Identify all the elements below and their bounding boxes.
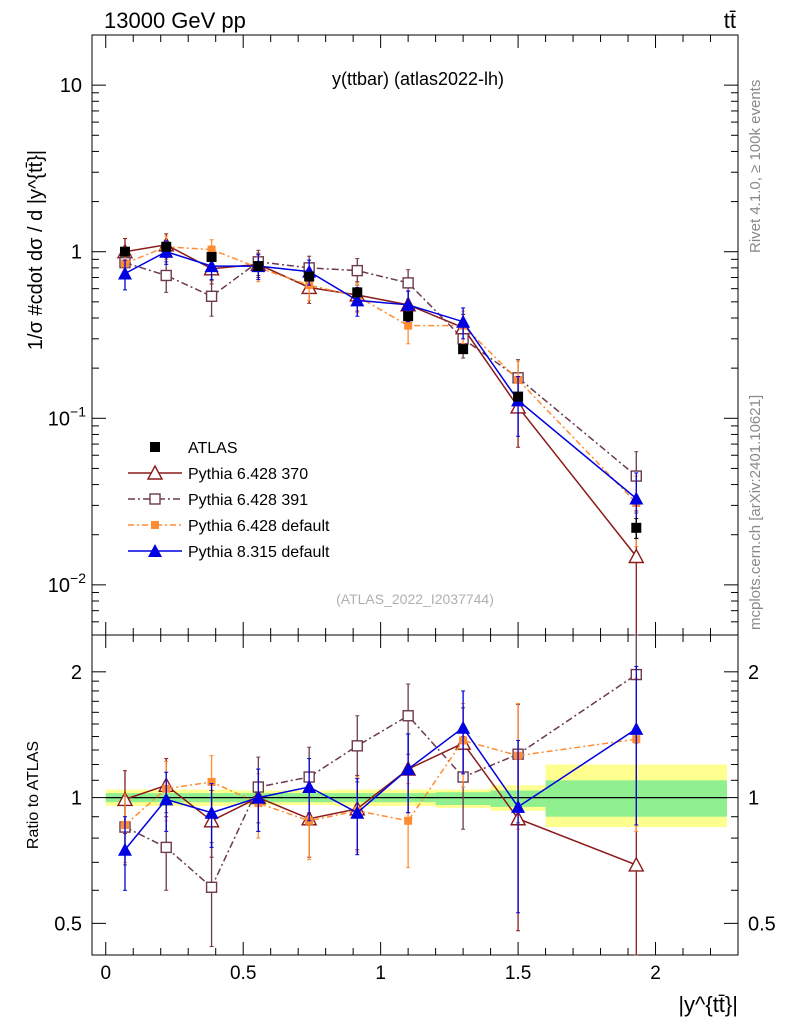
legend-marker bbox=[149, 493, 161, 505]
x-axis-label: |y^{tt̄}| bbox=[678, 992, 738, 1017]
y-tick-label: 10 bbox=[60, 75, 82, 97]
y-tick-label: 10−1 bbox=[48, 403, 86, 430]
legend-item-p6_default: Pythia 6.428 default bbox=[128, 518, 330, 535]
x-tick-label: 0 bbox=[100, 963, 111, 984]
y-tick-label: 1 bbox=[71, 242, 82, 264]
legend-item-data: ATLAS bbox=[150, 440, 238, 457]
data-point bbox=[401, 297, 416, 311]
legend-item-p6_370: Pythia 6.428 370 bbox=[128, 464, 308, 483]
data-point bbox=[631, 522, 642, 533]
data-point bbox=[251, 790, 266, 804]
data-point bbox=[456, 720, 471, 734]
legend-marker bbox=[151, 521, 159, 529]
data-point bbox=[513, 391, 524, 402]
data-point bbox=[511, 799, 526, 813]
main-y-axis-label: 1/σ #cdot dσ / d |y^{tt̄}| bbox=[25, 150, 47, 350]
data-point bbox=[205, 881, 218, 893]
data-point bbox=[404, 321, 413, 330]
data-point bbox=[119, 246, 130, 257]
data-point bbox=[628, 856, 645, 872]
series-line-p6_default bbox=[124, 246, 637, 504]
series-line-p8_default bbox=[124, 726, 637, 851]
mcplots-citation-label: mcplots.cern.ch [arXiv:2401.10621] bbox=[747, 395, 764, 630]
series-p6_370 bbox=[116, 707, 645, 956]
data-point bbox=[204, 805, 219, 819]
axis-ticks: 0 0.5 1 1.5 2 10 1 10−1 10−2 0.5 0.5 1 1 2 2 bbox=[48, 34, 776, 984]
legend-label: Pythia 8.315 default bbox=[188, 544, 330, 561]
data-point bbox=[205, 290, 218, 302]
legend-marker bbox=[148, 544, 162, 557]
data-point bbox=[351, 264, 363, 277]
data-point bbox=[404, 816, 413, 825]
series-line-p6_370 bbox=[124, 742, 637, 866]
data-point bbox=[117, 266, 132, 280]
data-point bbox=[456, 314, 471, 328]
data-point bbox=[302, 780, 317, 794]
legend-item-p8_default: Pythia 8.315 default bbox=[128, 544, 330, 561]
legend-marker bbox=[146, 464, 164, 480]
data-point bbox=[160, 841, 172, 854]
data-point bbox=[401, 762, 416, 776]
rivet-version-label: Rivet 4.1.0, ≥ 100k events bbox=[747, 80, 764, 253]
y-tick-label: 10−2 bbox=[48, 570, 86, 597]
x-tick-label: 1 bbox=[375, 963, 386, 984]
data-point bbox=[206, 251, 217, 262]
data-point bbox=[402, 710, 414, 722]
plot-title: y(ttbar) (atlas2022-lh) bbox=[332, 69, 504, 89]
legend-label: Pythia 6.428 391 bbox=[188, 492, 308, 509]
legend-marker bbox=[150, 442, 160, 452]
data-point bbox=[628, 548, 645, 564]
data-point bbox=[350, 805, 365, 819]
x-tick-label: 0.5 bbox=[230, 963, 256, 984]
data-point bbox=[160, 269, 172, 282]
process-label: 13000 GeV pp bbox=[104, 8, 246, 33]
legend-label: ATLAS bbox=[188, 440, 238, 457]
legend-label: Pythia 6.428 default bbox=[188, 518, 330, 535]
ratio-y-tick-label: 1 bbox=[71, 788, 82, 810]
legend-item-p6_391: Pythia 6.428 391 bbox=[128, 492, 308, 509]
x-tick-label: 2 bbox=[650, 963, 661, 984]
series-line-p6_370 bbox=[124, 244, 637, 557]
series-p8_default bbox=[117, 665, 644, 914]
ratio-y-tick-label: 2 bbox=[71, 662, 82, 684]
ratio-y-tick-label-right: 2 bbox=[748, 662, 759, 684]
data-point bbox=[204, 259, 219, 273]
series-p6_370 bbox=[116, 233, 645, 636]
data-point bbox=[402, 277, 414, 289]
data-point bbox=[207, 777, 216, 786]
data-point bbox=[352, 287, 363, 298]
legend: ATLAS Pythia 6.428 370 Pythia 6.428 391 Pyt… bbox=[128, 440, 330, 561]
ratio-panel-series bbox=[116, 634, 645, 956]
ratio-panel-frame bbox=[91, 634, 739, 956]
ratio-y-axis-label: Ratio to ATLAS bbox=[25, 741, 42, 849]
data-point bbox=[458, 344, 469, 355]
data-point bbox=[207, 245, 216, 254]
series-line-p8_default bbox=[124, 250, 637, 500]
data-point bbox=[253, 261, 264, 272]
data-point bbox=[629, 721, 644, 735]
series-line-p6_391 bbox=[124, 673, 637, 889]
data-point bbox=[304, 271, 315, 282]
data-point bbox=[629, 491, 644, 505]
data-point bbox=[159, 792, 174, 806]
ratio-y-tick-label-right: 0.5 bbox=[748, 913, 776, 935]
series-line-p6_391 bbox=[124, 261, 637, 477]
series-data bbox=[119, 241, 642, 539]
data-point bbox=[403, 311, 414, 322]
analysis-watermark: (ATLAS_2022_I2037744) bbox=[336, 591, 494, 607]
x-tick-label: 1.5 bbox=[505, 963, 531, 984]
data-point bbox=[350, 293, 365, 307]
data-point bbox=[351, 740, 363, 752]
data-point bbox=[117, 842, 132, 856]
data-point bbox=[161, 241, 172, 252]
ratio-y-tick-label-right: 1 bbox=[748, 788, 759, 810]
panel-frames bbox=[91, 34, 739, 956]
legend-label: Pythia 6.428 370 bbox=[188, 466, 308, 483]
ratio-uncertainty-band bbox=[105, 764, 728, 828]
main-panel-series bbox=[116, 233, 645, 636]
final-state-label: tt̄ bbox=[724, 8, 736, 33]
ratio-y-tick-label: 0.5 bbox=[54, 913, 82, 935]
